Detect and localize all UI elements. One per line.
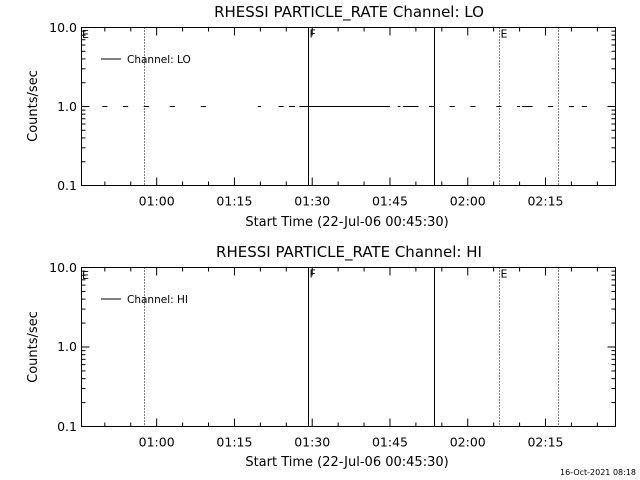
y-tick-label: 1.0 [57,99,77,114]
y-tick-label: 10.0 [49,260,77,275]
legend-label: Channel: LO [127,54,191,66]
x-tick-label: 02:00 [450,435,486,450]
x-tick-label: 01:00 [139,435,175,450]
x-tick-label: 01:30 [294,435,330,450]
x-axis-label: Start Time (22-Jul-06 00:45:30) [245,215,448,230]
plot-frame [81,267,616,427]
event-label: E [501,268,508,281]
legend-label: Channel: HI [127,294,188,306]
x-tick-label: 02:15 [527,194,563,209]
event-label: F [310,268,316,281]
x-tick-label: 01:15 [216,194,252,209]
x-tick-label: 01:45 [372,194,408,209]
chart-panel-lo: RHESSI PARTICLE_RATE Channel: LO 10.0 1.… [26,3,616,230]
chart-title: RHESSI PARTICLE_RATE Channel: HI [216,243,482,262]
corner-marker: E [82,28,89,41]
y-tick-label: 1.0 [57,339,77,354]
y-tick-label: 0.1 [57,178,77,193]
y-axis-label: Counts/sec [26,70,41,142]
x-tick-label: 01:45 [372,435,408,450]
x-tick-label: 02:00 [450,194,486,209]
x-axis: 01:00 01:15 01:30 01:45 02:00 02:15 [81,27,616,209]
y-axis-label: Counts/sec [26,311,41,383]
chart-title: RHESSI PARTICLE_RATE Channel: LO [214,3,484,22]
x-tick-label: 01:30 [294,194,330,209]
chart-panel-hi: RHESSI PARTICLE_RATE Channel: HI 10.0 1.… [26,243,616,470]
x-axis: 01:00 01:15 01:30 01:45 02:00 02:15 [81,267,616,450]
x-tick-label: 01:00 [139,194,175,209]
event-label: F [310,28,316,41]
x-tick-label: 01:15 [216,435,252,450]
y-tick-label: 0.1 [57,419,77,434]
x-tick-label: 02:15 [527,435,563,450]
event-label: E [501,28,508,41]
x-axis-label: Start Time (22-Jul-06 00:45:30) [245,455,448,470]
timestamp: 16-Oct-2021 08:18 [560,468,636,477]
y-tick-label: 10.0 [49,20,77,35]
